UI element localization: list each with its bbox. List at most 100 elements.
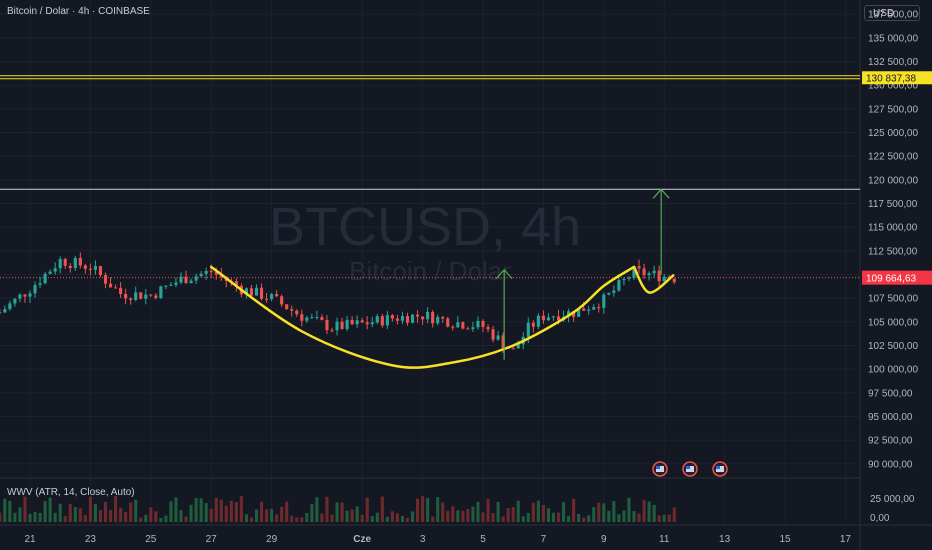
candle xyxy=(325,319,329,331)
candle xyxy=(310,317,314,319)
volume-bar xyxy=(627,497,631,522)
indicator-tick-label: 0,00 xyxy=(870,513,890,524)
volume-bar xyxy=(431,516,435,522)
candle xyxy=(83,265,87,269)
candle xyxy=(496,335,500,340)
time-tick-label: 29 xyxy=(266,534,278,545)
volume-bar xyxy=(18,507,22,522)
volume-bar xyxy=(541,505,545,522)
candle xyxy=(582,308,586,311)
volume-bar xyxy=(416,498,420,522)
volume-bar xyxy=(53,512,57,522)
candle xyxy=(672,278,676,283)
volume-bar xyxy=(239,496,243,522)
volume-bar xyxy=(23,496,27,522)
candle xyxy=(360,320,364,323)
volume-bar xyxy=(244,514,248,522)
price-tick-label: 102 500,00 xyxy=(868,341,918,352)
candle xyxy=(370,322,374,325)
volume-bar xyxy=(572,498,576,522)
candle xyxy=(119,287,123,294)
candle xyxy=(23,294,27,297)
volume-bar xyxy=(521,516,525,522)
candle xyxy=(652,270,656,274)
resistance-price-label: 130 837,38 xyxy=(866,73,916,84)
candle xyxy=(486,326,490,330)
volume-bar xyxy=(390,511,394,522)
candle xyxy=(340,321,344,329)
volume-bar xyxy=(174,497,178,522)
price-tick-label: 125 000,00 xyxy=(868,128,918,139)
candle xyxy=(405,316,410,323)
time-tick-label: 15 xyxy=(779,534,791,545)
currency-button[interactable]: USD xyxy=(864,5,920,21)
candle xyxy=(410,314,415,323)
volume-bar xyxy=(350,509,354,522)
symbol-title[interactable]: Bitcoin / Dolar · 4h · COINBASE xyxy=(7,6,150,17)
volume-bar xyxy=(169,501,173,522)
volume-bar xyxy=(476,501,480,522)
candle xyxy=(174,282,178,285)
candle xyxy=(78,258,82,266)
drawings xyxy=(209,188,675,369)
volume-bar xyxy=(561,502,566,522)
volume-bar xyxy=(587,515,591,522)
volume-bar xyxy=(88,496,92,522)
volume-bar xyxy=(556,512,561,522)
candle xyxy=(28,293,32,297)
candle xyxy=(58,259,62,269)
volume-bar xyxy=(249,517,254,522)
volume-bar xyxy=(501,516,505,522)
candle xyxy=(546,317,550,321)
volume-bar xyxy=(154,511,158,522)
volume-bar xyxy=(0,512,2,522)
candle xyxy=(18,294,22,299)
time-axis[interactable]: 21 23 25 27 29 Cze 3 5 7 9 11 13 15 17 xyxy=(24,534,851,545)
price-tick-label: 97 500,00 xyxy=(868,388,913,399)
candle xyxy=(330,330,334,332)
volume-bar xyxy=(28,513,32,522)
volume-bar xyxy=(199,498,203,522)
price-tick-label: 117 500,00 xyxy=(868,199,918,210)
candle xyxy=(345,319,349,329)
candle xyxy=(481,320,485,327)
volume-bar xyxy=(275,514,279,522)
volume-bar xyxy=(340,502,344,522)
candle xyxy=(526,322,530,337)
volume-bar xyxy=(78,508,82,522)
price-axis[interactable]: 137 500,00 135 000,00 132 500,00 130 000,00… xyxy=(862,10,932,471)
candle xyxy=(607,292,611,295)
volume-bar xyxy=(254,509,259,522)
candle xyxy=(501,335,505,348)
volume-bar xyxy=(8,500,12,522)
volume-bar xyxy=(149,507,153,522)
volume-bar xyxy=(546,508,550,522)
volume-bar xyxy=(511,507,515,522)
candle xyxy=(380,316,384,326)
candle xyxy=(511,348,515,350)
volume-bar xyxy=(98,510,103,522)
candle xyxy=(254,287,259,296)
indicator-label[interactable]: WWV (ATR, 14, Close, Auto) xyxy=(7,487,135,498)
candle xyxy=(194,276,198,281)
us-flag-icon xyxy=(656,466,660,469)
volume-bar xyxy=(159,517,163,522)
volume-bar xyxy=(320,513,324,522)
time-tick-label: 13 xyxy=(719,534,731,545)
candle xyxy=(491,329,495,340)
price-tick-label: 135 000,00 xyxy=(868,33,918,44)
volume-bar xyxy=(592,507,596,522)
candle xyxy=(204,270,208,274)
candle xyxy=(300,314,304,321)
candle xyxy=(3,309,7,313)
price-tick-label: 122 500,00 xyxy=(868,152,918,163)
candle xyxy=(642,268,646,276)
volume-bar xyxy=(290,515,294,522)
candle xyxy=(556,316,561,321)
candle xyxy=(612,290,616,293)
candle xyxy=(320,317,324,320)
volume-bar xyxy=(355,506,359,522)
volume-bar xyxy=(405,517,410,522)
candle xyxy=(476,320,480,328)
